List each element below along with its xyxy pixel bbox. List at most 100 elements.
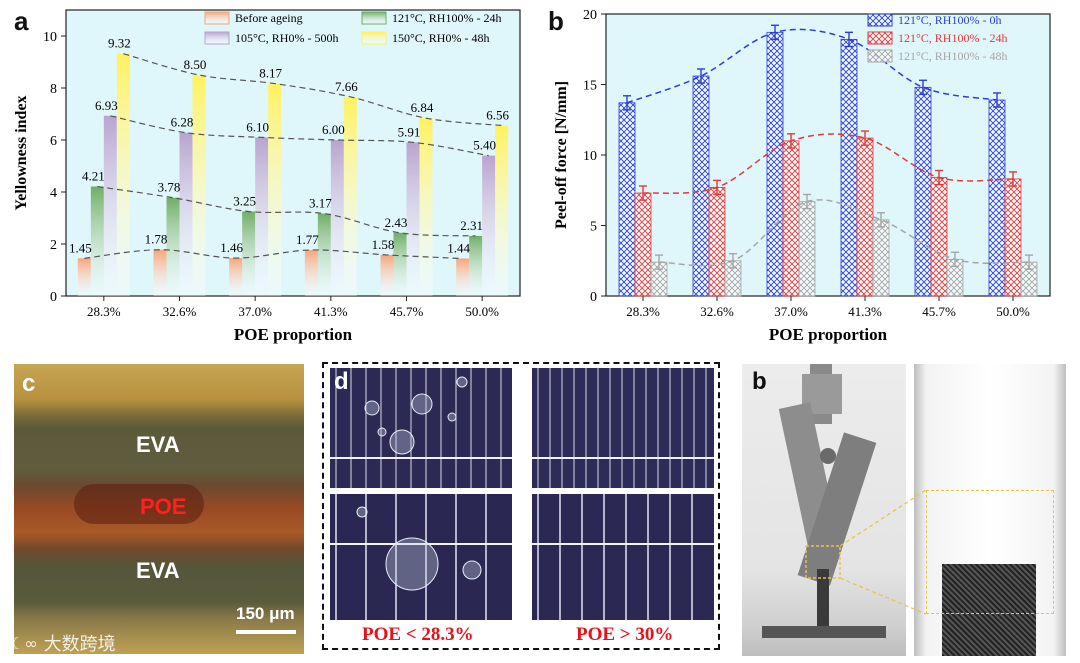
layer-label-poe: POE (140, 494, 187, 519)
bar-b-1 (988, 99, 1006, 297)
layer-label-eva-bottom: EVA (136, 558, 180, 583)
trend-line-a-1 (84, 249, 463, 260)
caption-low-poe: POE < 28.3% (362, 624, 474, 645)
bar-a-2 (90, 186, 104, 296)
x-tick-label-b: 45.7% (922, 304, 956, 319)
bubble (364, 400, 380, 416)
bar-a-4 (495, 125, 509, 296)
x-tick-label-b: 28.3% (626, 304, 660, 319)
bar-a-1 (380, 254, 394, 296)
bar-a-1 (304, 249, 318, 296)
cell-photo-bottom-left (330, 494, 512, 620)
plot-area-a (65, 9, 521, 297)
bubble (389, 429, 415, 455)
plot-area-b (605, 13, 1051, 297)
peel-zoom-photo (914, 364, 1066, 656)
bar-a-3 (330, 140, 344, 296)
panel-d-frame (322, 362, 720, 650)
data-label-a: 8.17 (259, 66, 282, 81)
layer-label-eva-top: EVA (136, 432, 180, 457)
legend-swatch-a (361, 11, 387, 25)
data-label-a: 4.21 (82, 169, 105, 184)
bar-a-2 (242, 211, 256, 296)
legend-label-a: 121°C, RH100% - 24h (392, 11, 501, 25)
data-label-a: 5.40 (473, 138, 496, 153)
bar-a-4 (192, 75, 206, 296)
y-tick-label-b: 5 (590, 220, 597, 235)
bubble (356, 506, 368, 518)
legend-label-b: 121°C, RH100% - 48h (898, 49, 1007, 63)
y-tick-label-a: 4 (50, 186, 57, 201)
data-label-a: 6.10 (246, 119, 269, 134)
x-tick-label-b: 41.3% (848, 304, 882, 319)
panel-b2-letter: b (752, 368, 767, 395)
bar-a-2 (317, 213, 331, 296)
trend-line-b-2 (642, 133, 1014, 194)
y-axis-title-a: Yellowness index (13, 95, 30, 210)
bubble (456, 376, 468, 388)
legend-label-a: 105°C, RH0% - 500h (235, 31, 338, 45)
legend-swatch-b (867, 31, 893, 45)
panel-c-letter: c (22, 370, 36, 397)
bar-b-1 (914, 86, 932, 297)
cell-photo-bottom-right (532, 494, 714, 620)
data-label-a: 3.25 (233, 194, 256, 209)
data-label-a: 6.00 (322, 122, 345, 137)
bar-a-2 (393, 232, 407, 296)
data-label-a: 1.44 (447, 241, 470, 256)
y-tick-label-b: 10 (583, 149, 597, 164)
y-tick-label-b: 15 (583, 79, 597, 94)
scale-bar-label: 150 μm (236, 604, 295, 623)
bar-a-3 (255, 137, 269, 296)
x-axis-title-b: POE proportion (769, 325, 888, 344)
x-tick-label-b: 50.0% (996, 304, 1030, 319)
bubble (377, 427, 387, 437)
bubble (462, 560, 482, 580)
bar-a-3 (179, 132, 193, 296)
bar-a-2 (166, 197, 180, 296)
y-tick-label-a: 2 (50, 238, 57, 253)
legend-label-b: 121°C, RH100% - 24h (898, 31, 1007, 45)
legend-swatch-b (867, 49, 893, 63)
y-axis-title-b: Peel-off force [N/mm] (553, 81, 570, 229)
cell-photo-top-left (330, 368, 512, 488)
bar-a-4 (419, 118, 433, 296)
data-label-a: 2.31 (460, 218, 483, 233)
bar-b-2 (1004, 178, 1022, 297)
x-axis-title-a: POE proportion (234, 325, 353, 344)
panel-a-letter: a (14, 6, 29, 36)
caption-high-poe: POE > 30% (576, 624, 674, 645)
trend-line-b-1 (626, 28, 998, 104)
x-tick-label-b: 37.0% (774, 304, 808, 319)
x-tick-label-a: 45.7% (390, 304, 424, 319)
data-label-a: 6.84 (411, 100, 434, 115)
scale-bar (236, 630, 296, 634)
data-label-a: 1.45 (69, 240, 92, 255)
data-label-a: 1.58 (372, 237, 395, 252)
data-label-a: 6.28 (171, 115, 194, 130)
fixture-bolt (820, 448, 836, 464)
micrograph-photo: c EVA POE EVA 150 μm (14, 364, 304, 654)
bar-a-4 (268, 83, 282, 296)
bar-b-1 (618, 102, 636, 297)
yellowness-chart: 0 2 4 6 8 10 28.3% 32.6% 37.0% 41.3% 45.7% 50.0% 1.4… (13, 9, 521, 344)
watermark: ☾∞ 大数跨境 (10, 630, 116, 656)
trend-line-a-4 (123, 53, 502, 127)
zoom-frame (926, 490, 1054, 614)
bar-b-1 (766, 31, 784, 297)
bar-a-2 (469, 235, 483, 296)
bar-a-1 (153, 249, 167, 296)
bubble (411, 393, 433, 415)
panel-d-letter: d (334, 368, 349, 395)
bar-b-2 (782, 140, 800, 297)
watermark-logo-icon: ☾∞ (10, 633, 38, 653)
y-tick-label-a: 0 (50, 290, 57, 305)
data-label-a: 8.50 (184, 57, 207, 72)
bar-b-2 (634, 192, 652, 297)
bar-a-1 (456, 258, 470, 296)
bubble (385, 537, 439, 591)
x-tick-label-a: 37.0% (238, 304, 272, 319)
trend-line-a-2 (97, 185, 476, 237)
data-label-a: 3.78 (158, 180, 181, 195)
panel-b-letter: b (548, 6, 564, 36)
